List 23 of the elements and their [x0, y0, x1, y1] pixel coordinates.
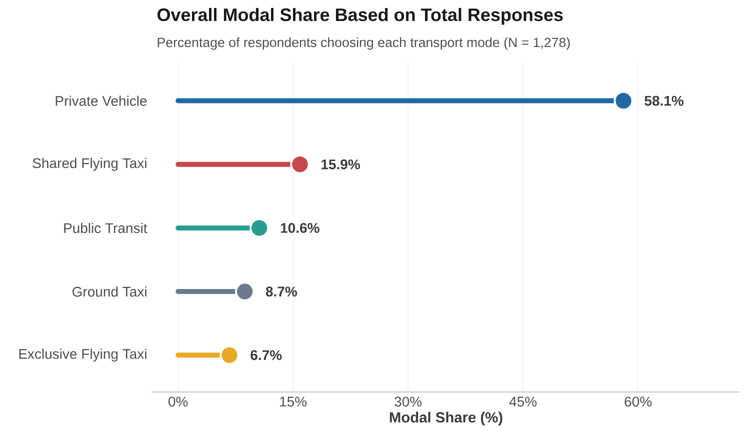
- point: [290, 154, 310, 174]
- data-label: 8.7%: [266, 286, 298, 297]
- x-tick-label: 30%: [394, 396, 422, 407]
- point: [220, 345, 240, 365]
- data-label: 58.1%: [644, 96, 684, 106]
- x-tick-label: 0%: [168, 396, 188, 407]
- y-tick-label: Shared Flying Taxi: [32, 158, 146, 171]
- chart-title: Overall Modal Share Based on Total Responses: [157, 8, 563, 25]
- y-tick-label: Exclusive Flying Taxi: [19, 348, 146, 362]
- x-axis-title: Modal Share (%): [390, 412, 502, 426]
- y-tick-label: Ground Taxi: [72, 286, 146, 297]
- chart-subtitle: Percentage of respondents choosing each transport mode (N = 1,278): [158, 37, 570, 50]
- data-label: 15.9%: [322, 159, 360, 170]
- x-tick-label: 15%: [280, 396, 307, 407]
- point: [614, 91, 634, 111]
- data-label: 6.7%: [250, 350, 282, 360]
- y-tick-label: Public Transit: [64, 222, 148, 234]
- data-label: 10.6%: [280, 223, 320, 233]
- x-tick-label: 60%: [624, 396, 652, 407]
- point: [250, 218, 270, 238]
- x-tick-label: 45%: [509, 396, 537, 407]
- y-tick-label: Private Vehicle: [56, 96, 147, 106]
- point: [235, 282, 254, 302]
